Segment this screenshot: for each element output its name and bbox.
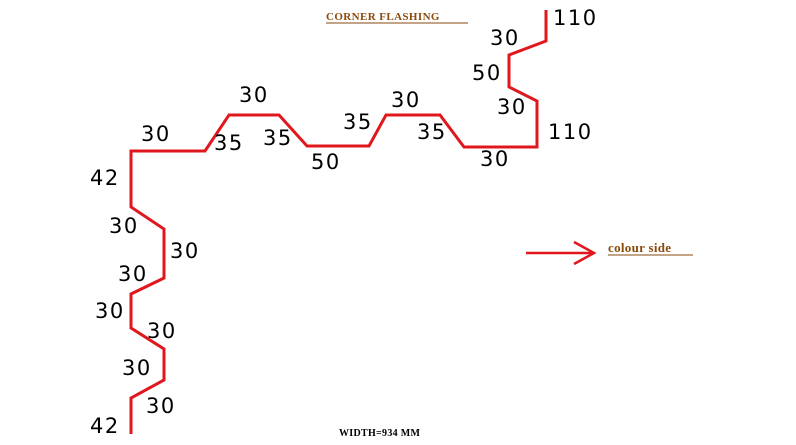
colour-side-label: colour side [608,240,671,255]
dim-left-30-c: 30 [118,262,148,286]
dim-rib2-35-left: 35 [343,110,373,134]
dim-rib2-top-30: 30 [391,88,421,112]
dim-left-42-top: 42 [90,166,120,190]
dim-top-right-flange: 110 [553,6,598,30]
dim-right-50: 50 [472,61,502,85]
dim-left-30-a: 30 [109,214,139,238]
dim-rib1-top-30: 30 [239,83,269,107]
dim-left-30-f: 30 [122,356,152,380]
dim-right-bottom-30: 30 [480,147,510,171]
dim-left-30-g: 30 [146,394,176,418]
dim-rib1-35-left: 35 [214,131,244,155]
dim-left-30-e: 30 [147,319,177,343]
dim-rib1-35-right: 35 [263,126,293,150]
dim-right-110: 110 [548,120,593,144]
dim-left-42-bottom: 42 [90,414,120,438]
dim-left-30-b: 30 [170,239,200,263]
colour-side-arrow [526,240,597,266]
dim-top-right-30: 30 [490,26,520,50]
dim-rib2-35-right: 35 [417,120,447,144]
width-label: WIDTH=934 MM [339,428,420,439]
flashing-profile [129,10,548,434]
dim-rib1-valley-50: 50 [311,150,341,174]
dim-left-30-d: 30 [95,299,125,323]
dim-right-30: 30 [497,95,527,119]
dim-left-top-30: 30 [141,122,171,146]
drawing-title: CORNER FLASHING [326,11,440,23]
